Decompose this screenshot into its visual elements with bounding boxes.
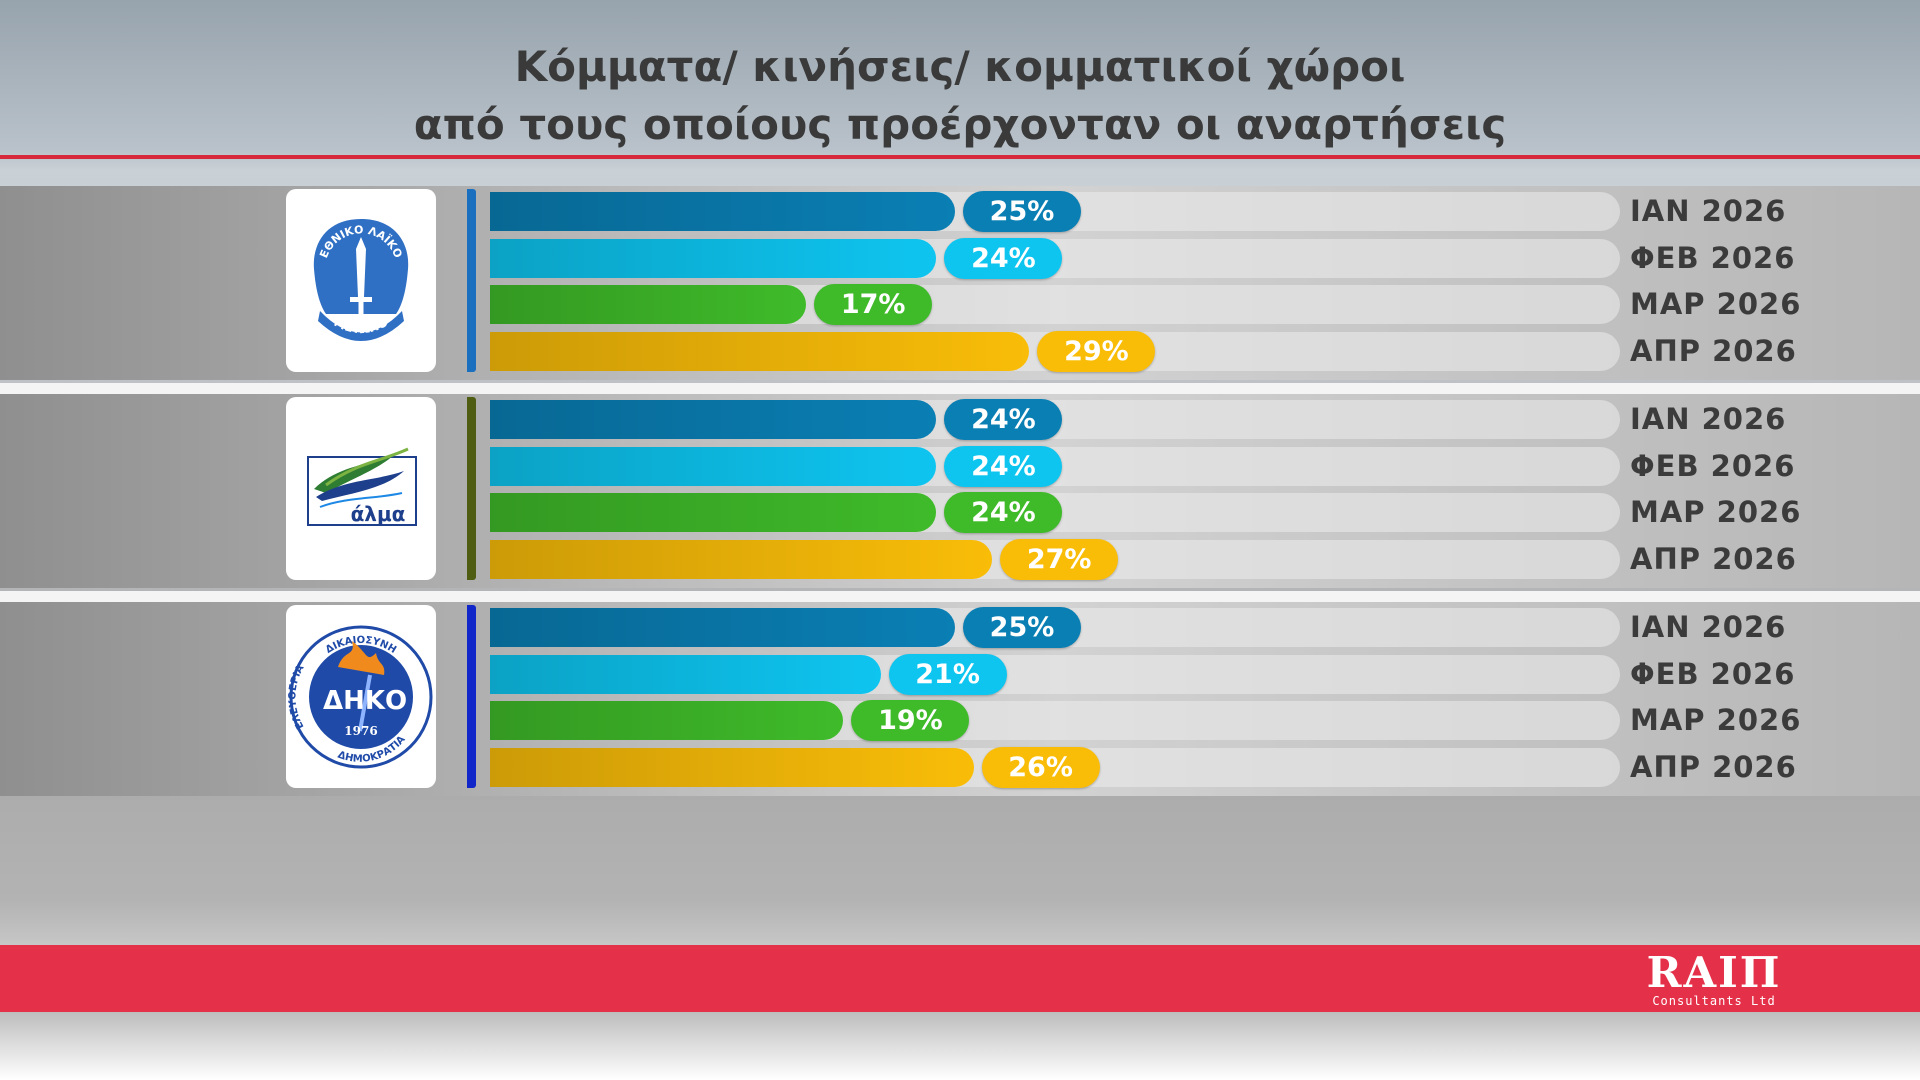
value-label: 19% — [851, 700, 970, 741]
branch-icon — [325, 447, 409, 487]
value-label: 17% — [814, 284, 933, 325]
value-label: 25% — [963, 191, 1081, 232]
logo-arc-bottom: ΜΕΤΩΠΟ — [332, 315, 390, 336]
logo-accent-bar — [467, 605, 476, 788]
logo-disc — [309, 645, 413, 749]
logo-arc-bottom-text: ΜΕΤΩΠΟ — [332, 315, 390, 336]
footer-band — [0, 945, 1920, 1012]
rain-consultants-logo: RAIΠ Consultants Ltd — [1634, 952, 1794, 1010]
sword-guard-icon — [350, 297, 372, 302]
torch-flame-icon — [338, 641, 385, 675]
chart-title: Κόμματα/ κινήσεις/ κομματικοί χώροι από … — [0, 38, 1920, 154]
value-label: 29% — [1037, 330, 1156, 372]
value-label: 25% — [963, 607, 1081, 648]
footer-fade — [0, 1012, 1920, 1080]
period-label: ΜΑΡ 2026 — [1630, 495, 1802, 529]
bar — [490, 654, 881, 694]
bar — [490, 608, 955, 647]
value-label: 24% — [944, 445, 1063, 487]
period-label: ΦΕΒ 2026 — [1630, 656, 1796, 691]
period-label: ΑΠΡ 2026 — [1630, 749, 1797, 784]
brand-name: RAIΠ — [1646, 948, 1782, 997]
chart-title-line-1: Κόμματα/ κινήσεις/ κομματικοί χώροι — [514, 42, 1406, 91]
group-separator — [0, 591, 1920, 602]
period-label: ΙΑΝ 2026 — [1630, 610, 1787, 644]
value-label: 26% — [981, 746, 1100, 788]
bar — [490, 747, 974, 787]
diko-logo: ΔΙΚΑΙΟΣΥΝΗ ΕΛΕΥΘΕΡΙΑ ΔΗΜΟΚΡΑΤΙΑ ΔΗ ΚΟ 1976 — [286, 605, 436, 788]
period-label: ΑΠΡ 2026 — [1630, 541, 1797, 576]
alma-logo: άλμα — [286, 397, 436, 580]
period-label: ΦΕΒ 2026 — [1630, 240, 1796, 275]
period-label: ΙΑΝ 2026 — [1630, 194, 1787, 228]
value-label: 21% — [888, 653, 1007, 695]
bar — [490, 701, 844, 740]
bar — [490, 331, 1030, 371]
value-label: 27% — [1000, 538, 1119, 580]
value-label: 24% — [944, 237, 1063, 279]
value-label: 24% — [944, 492, 1063, 533]
period-label: ΑΠΡ 2026 — [1630, 333, 1797, 368]
bar — [490, 493, 937, 532]
logo-initials-left: ΔΗ — [323, 686, 365, 716]
bar — [490, 285, 807, 324]
period-label: ΜΑΡ 2026 — [1630, 703, 1802, 737]
logo-frame — [307, 456, 417, 526]
sword-grip-icon — [358, 302, 364, 316]
sword-pommel-icon — [357, 315, 365, 323]
ethniko-laiko-metopo-logo: ΕΘΝΙΚΟ ΛΑΪΚΟ ΜΕΤΩΠΟ — [286, 189, 436, 372]
period-label: ΙΑΝ 2026 — [1630, 402, 1787, 436]
alma-logo-graphic: άλμα — [307, 447, 417, 526]
torch-stick-icon — [358, 674, 372, 732]
value-label: 24% — [944, 399, 1063, 440]
sword-blade-icon — [356, 237, 366, 297]
period-label: ΜΑΡ 2026 — [1630, 287, 1802, 321]
bar — [490, 238, 937, 278]
bar — [490, 400, 937, 439]
logo-accent-bar — [467, 189, 476, 372]
bar — [490, 446, 937, 486]
bar — [490, 192, 955, 231]
period-label: ΦΕΒ 2026 — [1630, 448, 1796, 483]
bar — [490, 539, 993, 579]
group-separator — [0, 383, 1920, 394]
logo-year: 1976 — [344, 724, 377, 738]
brand-subtitle: Consultants Ltd — [1652, 994, 1776, 1008]
logo-word: άλμα — [351, 502, 406, 526]
leaf-icon — [314, 455, 394, 493]
logo-initials-right: ΚΟ — [365, 686, 407, 716]
water-line-icon — [319, 492, 403, 508]
wave-icon — [316, 471, 404, 501]
chart-title-line-2: από τους οποίους προέρχονταν οι αναρτήσε… — [413, 100, 1507, 149]
banner-shape — [318, 311, 404, 341]
title-divider — [0, 155, 1920, 159]
logo-accent-bar — [467, 397, 476, 580]
